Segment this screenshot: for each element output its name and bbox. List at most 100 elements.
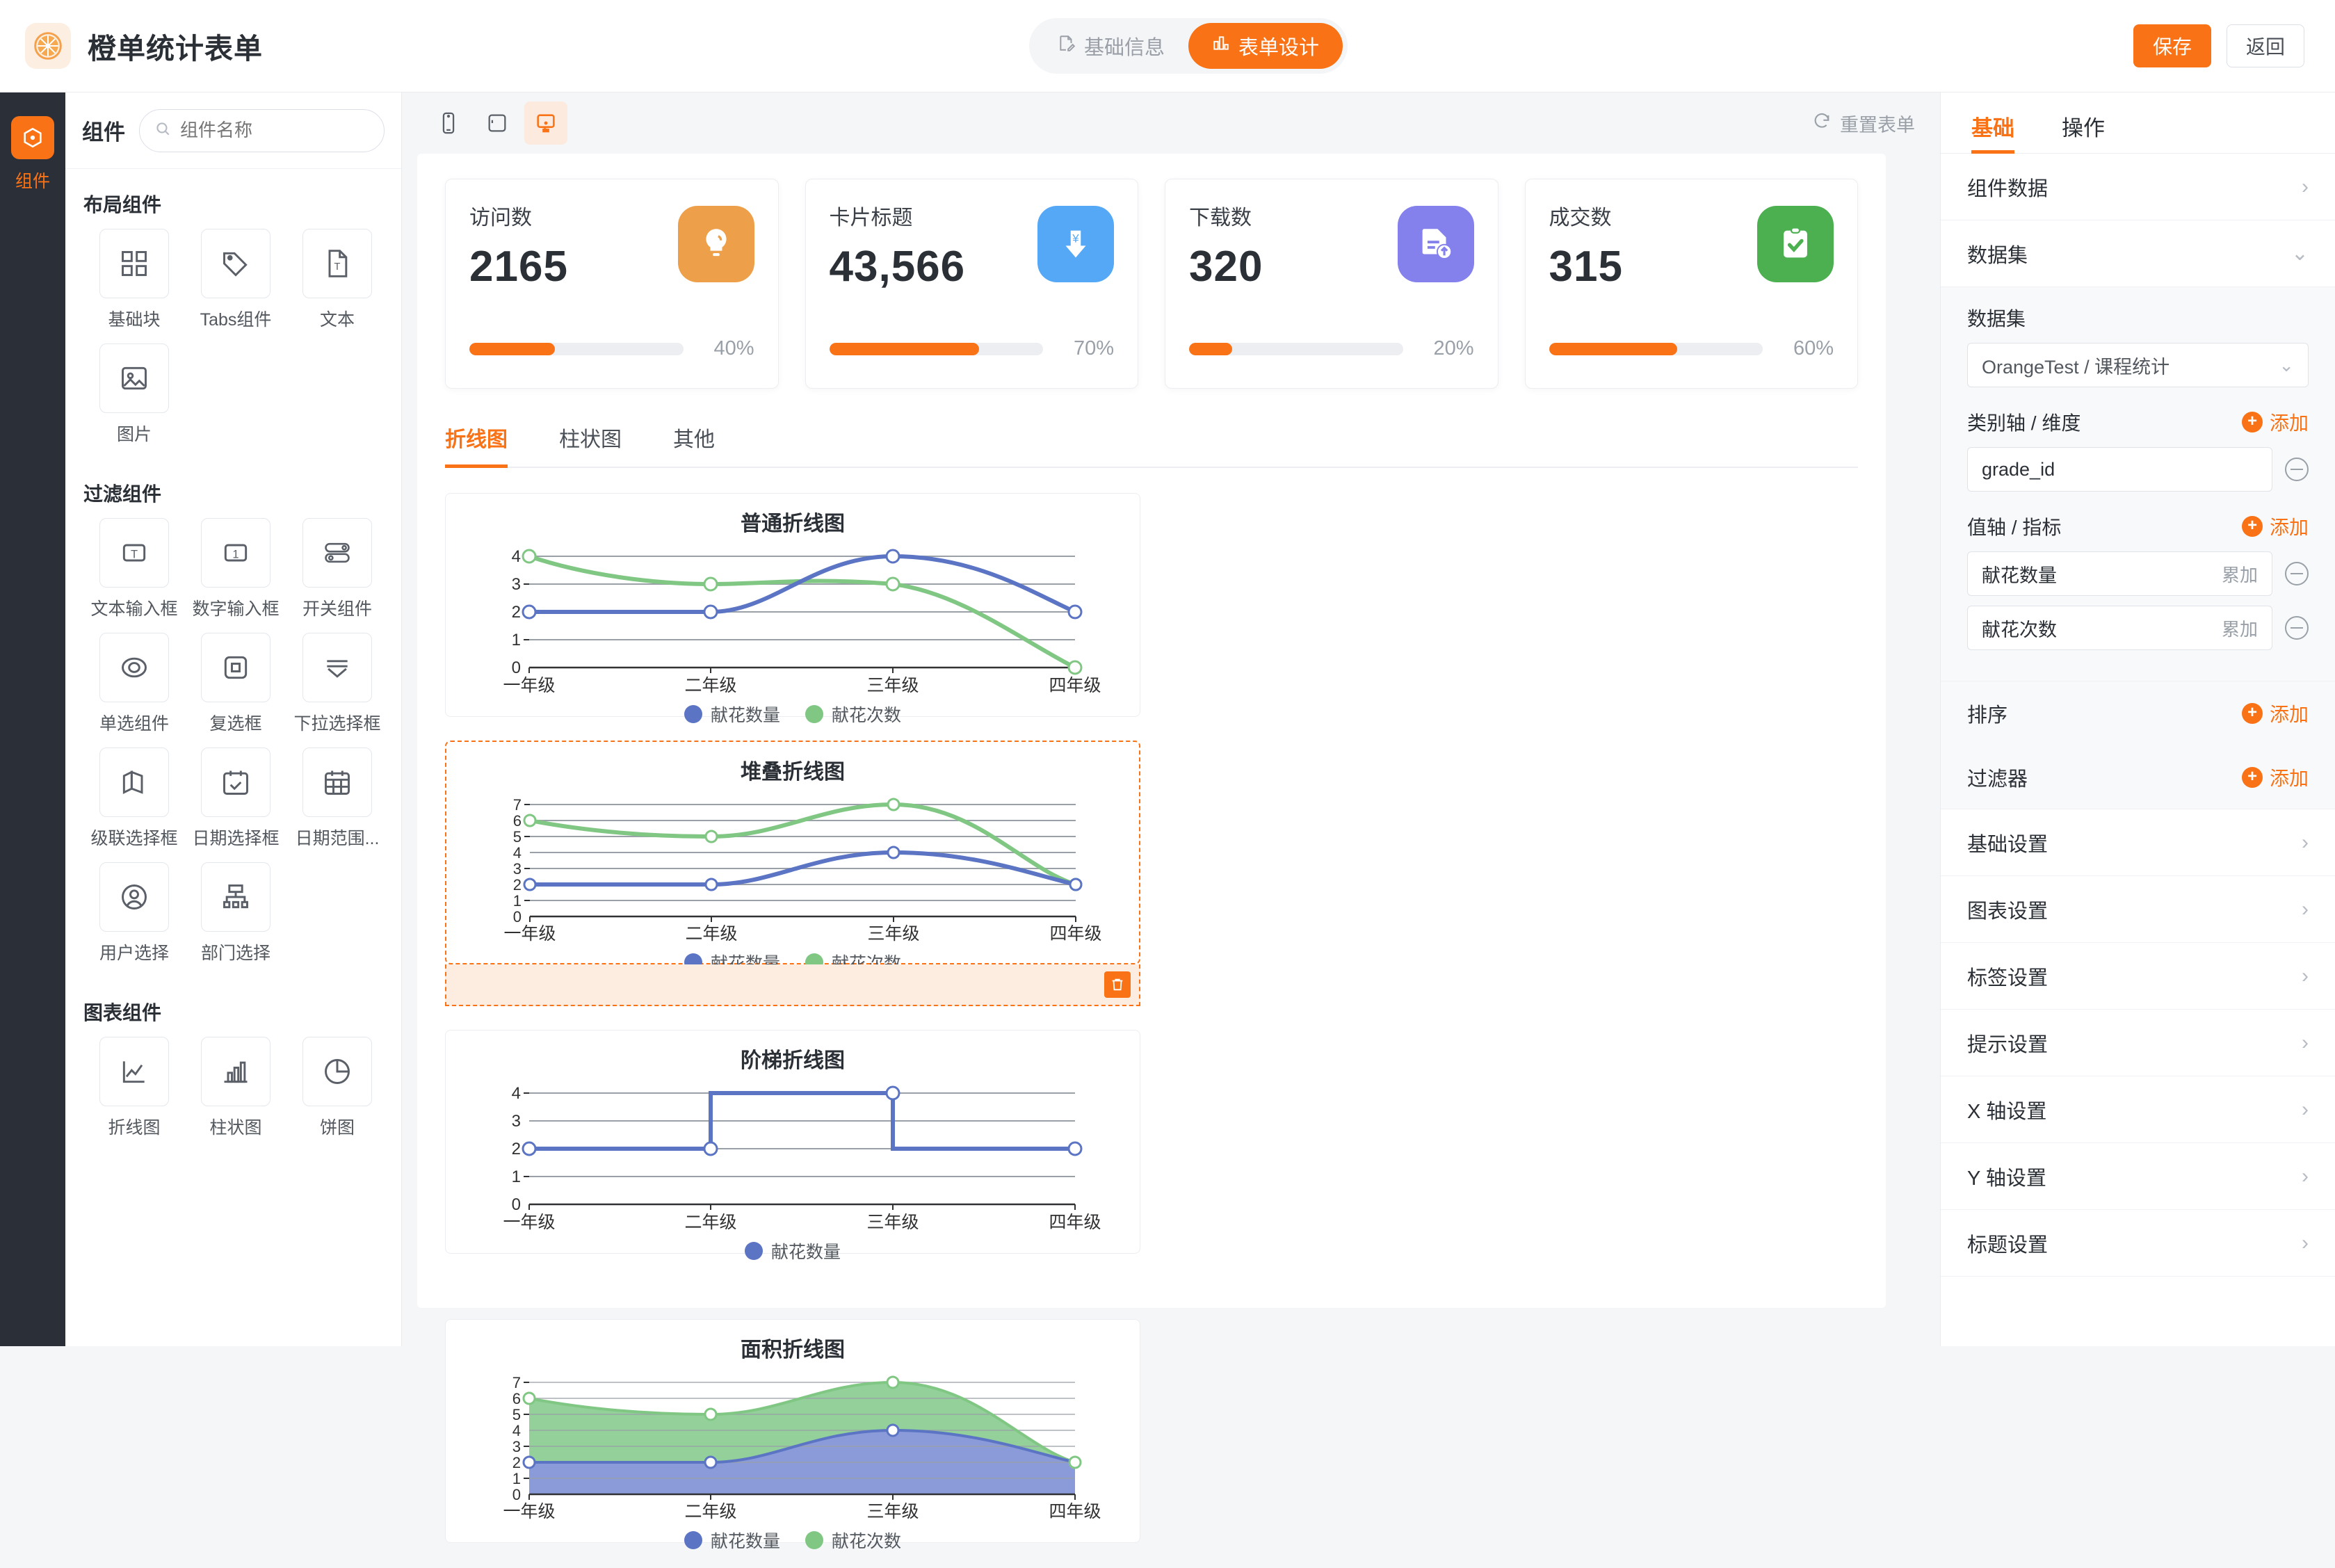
svg-text:三年级: 三年级 (866, 1213, 919, 1232)
row-y-axis-settings-label: Y 轴设置 (1967, 1167, 2046, 1190)
components-panel-title: 组件 (82, 120, 125, 145)
stat-card-progress: 70% (829, 337, 1114, 360)
component-tile-label: Tabs组件 (200, 310, 272, 330)
desktop-icon[interactable] (524, 102, 567, 145)
component-tile-base-block[interactable]: 基础块 (83, 229, 185, 331)
tab-basic-info[interactable]: 基础信息 (1034, 23, 1188, 69)
remove-metric-button[interactable] (2285, 616, 2309, 640)
add-metric-button[interactable]: + 添加 (2241, 512, 2309, 540)
component-search[interactable] (139, 108, 385, 152)
chart-card-normal-line[interactable]: 普通折线图 4 3 2 1 0 (445, 493, 1140, 725)
legend-item[interactable]: 献花数量 (744, 1238, 841, 1263)
component-tile-user-select[interactable]: 用户选择 (83, 862, 185, 964)
remove-dimension-button[interactable] (2285, 458, 2309, 481)
remove-metric-button[interactable] (2285, 562, 2309, 585)
component-tile-tabs[interactable]: Tabs组件 (185, 229, 286, 331)
progress-track (1549, 342, 1763, 355)
row-basic-settings[interactable]: 基础设置 › (1941, 809, 2335, 876)
add-filter-button[interactable]: + 添加 (2241, 763, 2309, 791)
component-tile-switch[interactable]: 开关组件 (286, 518, 388, 620)
tab-form-design[interactable]: 表单设计 (1188, 23, 1343, 69)
save-button[interactable]: 保存 (2133, 24, 2211, 67)
svg-text:二年级: 二年级 (684, 676, 736, 695)
add-sort-button[interactable]: + 添加 (2241, 700, 2309, 727)
brand: 橙单统计表单 (25, 23, 263, 69)
component-tile-dept-select[interactable]: 部门选择 (185, 862, 286, 964)
component-tile-bar-chart[interactable]: 柱状图 (185, 1037, 286, 1139)
row-title-settings[interactable]: 标题设置 › (1941, 1210, 2335, 1277)
svg-text:3: 3 (513, 860, 522, 878)
legend-item[interactable]: 献花数量 (684, 1528, 780, 1553)
svg-text:7: 7 (513, 796, 522, 814)
stat-card[interactable]: 卡片标题 43,566 ¥ 70% (805, 179, 1138, 389)
tab-actions[interactable]: 操作 (2062, 116, 2105, 140)
search-input[interactable] (180, 120, 370, 141)
top-bar-actions: 保存 返回 (2133, 24, 2304, 67)
row-x-axis-settings[interactable]: X 轴设置 › (1941, 1076, 2335, 1143)
svg-text:3: 3 (512, 1112, 521, 1131)
component-tile-label: 部门选择 (200, 944, 270, 963)
row-dataset[interactable]: 数据集 ⌄ (1941, 220, 2335, 287)
component-tile-cascader[interactable]: 级联选择框 (83, 747, 185, 850)
back-button[interactable]: 返回 (2227, 24, 2304, 67)
metric-field[interactable]: 献花次数 累加 (1967, 606, 2272, 650)
org-tree-icon (201, 862, 270, 932)
row-component-data[interactable]: 组件数据 › (1941, 154, 2335, 220)
dataset-select[interactable]: OrangeTest / 课程统计 ⌄ (1967, 343, 2309, 387)
rail-item-components[interactable]: 组件 (0, 116, 65, 193)
stat-card[interactable]: 访问数 2165 40% (445, 179, 779, 389)
stat-card[interactable]: 下载数 320 20% (1165, 179, 1498, 389)
bar-chart-icon (1212, 34, 1230, 58)
component-tile-radio[interactable]: 单选组件 (83, 633, 185, 735)
chevron-right-icon: › (2302, 1231, 2309, 1254)
tab-basic[interactable]: 基础 (1971, 111, 2014, 154)
component-tile-date-picker[interactable]: 日期选择框 (185, 747, 286, 850)
component-tile-dropdown[interactable]: 下拉选择框 (286, 633, 388, 735)
row-y-axis-settings[interactable]: Y 轴设置 › (1941, 1143, 2335, 1210)
tablet-icon[interactable] (476, 102, 519, 145)
component-tile-date-range[interactable]: 日期范围... (286, 747, 388, 850)
tab-bar-chart[interactable]: 柱状图 (559, 428, 622, 451)
component-tile-number-input[interactable]: 1 数字输入框 (185, 518, 286, 620)
mobile-icon[interactable] (427, 102, 470, 145)
metric-aggregation: 累加 (2221, 564, 2258, 585)
legend-dot (684, 1531, 702, 1549)
stat-cards-row: 访问数 2165 40% 卡片标题 43,566 (417, 154, 1886, 389)
add-dimension-button[interactable]: + 添加 (2241, 408, 2309, 436)
tab-other[interactable]: 其他 (673, 428, 715, 451)
stat-card[interactable]: 成交数 315 60% (1524, 179, 1858, 389)
svg-text:6: 6 (513, 812, 522, 830)
legend-item[interactable]: 献花数量 (684, 702, 780, 727)
component-tile-text[interactable]: T 文本 (286, 229, 388, 331)
stat-card-title: 成交数 (1549, 207, 1612, 229)
metric-field-name: 献花数量 (1982, 565, 2057, 586)
component-tile-label: 柱状图 (209, 1118, 262, 1138)
legend-item[interactable]: 献花次数 (805, 1528, 901, 1553)
svg-text:三年级: 三年级 (866, 1502, 919, 1521)
image-icon (99, 343, 169, 413)
tab-line-chart[interactable]: 折线图 (445, 422, 508, 468)
component-tile-label: 图片 (116, 425, 152, 444)
legend-item[interactable]: 献花次数 (805, 702, 901, 727)
svg-text:T: T (131, 548, 138, 560)
component-tile-checkbox[interactable]: 复选框 (185, 633, 286, 735)
component-tile-line-chart[interactable]: 折线图 (83, 1037, 185, 1139)
reset-form-button[interactable]: 重置表单 (1812, 110, 1915, 137)
chart-type-tabs: 折线图 柱状图 其他 (445, 422, 1858, 468)
chart-card-step-line[interactable]: 阶梯折线图 4 3 2 1 0 (445, 1030, 1140, 1262)
component-tile-text-input[interactable]: T 文本输入框 (83, 518, 185, 620)
dimension-label: 类别轴 / 维度 (1967, 412, 2081, 434)
row-label-settings[interactable]: 标签设置 › (1941, 943, 2335, 1010)
component-tile-pie-chart[interactable]: 饼图 (286, 1037, 388, 1139)
progress-fill (1549, 342, 1677, 355)
chevron-right-icon: › (2302, 1030, 2309, 1054)
row-chart-settings[interactable]: 图表设置 › (1941, 876, 2335, 943)
chevron-down-icon: ⌄ (2279, 354, 2294, 375)
trash-icon[interactable] (1104, 971, 1131, 998)
dimension-field[interactable]: grade_id (1967, 447, 2272, 492)
metric-field[interactable]: 献花数量 累加 (1967, 551, 2272, 596)
component-tile-image[interactable]: 图片 (83, 343, 185, 446)
row-tooltip-settings[interactable]: 提示设置 › (1941, 1010, 2335, 1076)
